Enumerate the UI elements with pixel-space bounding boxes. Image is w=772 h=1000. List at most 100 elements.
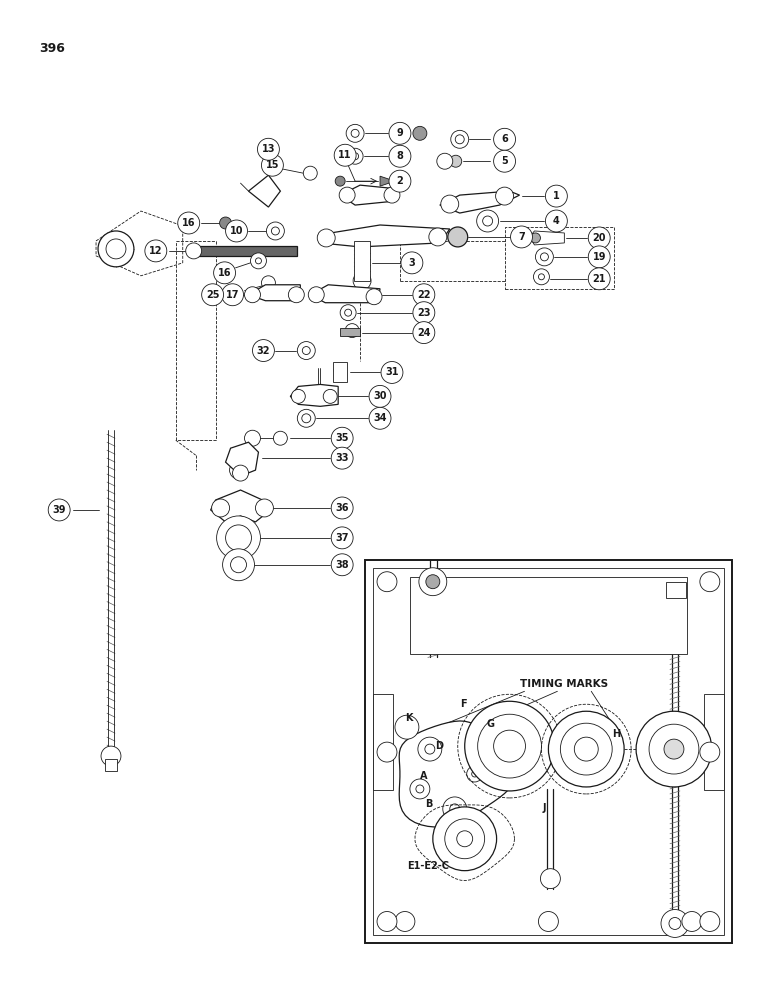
Circle shape xyxy=(291,389,305,403)
Circle shape xyxy=(245,430,260,446)
Polygon shape xyxy=(249,285,300,301)
Text: 38: 38 xyxy=(335,560,349,570)
Circle shape xyxy=(258,138,279,160)
Circle shape xyxy=(450,804,460,814)
Circle shape xyxy=(389,122,411,144)
Circle shape xyxy=(377,572,397,592)
Circle shape xyxy=(533,269,550,285)
Text: 39: 39 xyxy=(52,505,66,515)
Circle shape xyxy=(297,409,315,427)
Text: 13: 13 xyxy=(262,144,275,154)
Circle shape xyxy=(222,549,255,581)
Text: 16: 16 xyxy=(218,268,232,278)
Circle shape xyxy=(256,258,262,264)
Bar xyxy=(410,577,687,654)
Circle shape xyxy=(546,185,567,207)
Bar xyxy=(505,227,615,289)
Bar xyxy=(666,582,686,598)
Circle shape xyxy=(351,153,359,160)
Circle shape xyxy=(493,730,526,762)
Text: D: D xyxy=(435,741,443,751)
Bar xyxy=(354,241,370,281)
Circle shape xyxy=(256,499,273,517)
Circle shape xyxy=(346,124,364,142)
Circle shape xyxy=(443,797,467,821)
Circle shape xyxy=(369,385,391,407)
Text: 15: 15 xyxy=(266,160,279,170)
Polygon shape xyxy=(211,490,270,522)
Circle shape xyxy=(340,305,356,321)
Circle shape xyxy=(381,362,403,383)
Circle shape xyxy=(510,226,533,248)
Circle shape xyxy=(331,554,353,576)
Polygon shape xyxy=(318,225,450,247)
Bar xyxy=(340,328,360,336)
Bar xyxy=(334,362,347,382)
Circle shape xyxy=(560,723,612,775)
Text: 1: 1 xyxy=(553,191,560,201)
Circle shape xyxy=(401,252,423,274)
Circle shape xyxy=(186,243,201,259)
Circle shape xyxy=(548,711,624,787)
Text: 2: 2 xyxy=(397,176,403,186)
Circle shape xyxy=(201,284,224,306)
Circle shape xyxy=(48,499,70,521)
Circle shape xyxy=(467,766,482,782)
Circle shape xyxy=(302,414,311,423)
Text: 4: 4 xyxy=(553,216,560,226)
Circle shape xyxy=(106,239,126,259)
Text: 5: 5 xyxy=(501,156,508,166)
Text: 24: 24 xyxy=(417,328,431,338)
Circle shape xyxy=(496,187,513,205)
Circle shape xyxy=(536,248,554,266)
Text: 31: 31 xyxy=(385,367,398,377)
Text: 30: 30 xyxy=(374,391,387,401)
Text: 36: 36 xyxy=(335,503,349,513)
Circle shape xyxy=(413,322,435,344)
Text: 11: 11 xyxy=(338,150,352,160)
Circle shape xyxy=(433,807,496,871)
Circle shape xyxy=(308,287,324,303)
Text: 35: 35 xyxy=(335,433,349,443)
Circle shape xyxy=(448,227,468,247)
Circle shape xyxy=(482,216,493,226)
Bar xyxy=(373,694,393,790)
Circle shape xyxy=(303,347,310,355)
Circle shape xyxy=(225,525,252,551)
Circle shape xyxy=(540,869,560,889)
Circle shape xyxy=(478,714,541,778)
Polygon shape xyxy=(399,721,516,827)
Circle shape xyxy=(418,737,442,761)
Circle shape xyxy=(389,170,411,192)
Circle shape xyxy=(273,431,287,445)
Circle shape xyxy=(101,746,121,766)
Polygon shape xyxy=(225,442,259,476)
Circle shape xyxy=(344,309,351,316)
Circle shape xyxy=(538,274,544,280)
Circle shape xyxy=(217,516,260,560)
Bar xyxy=(704,694,724,790)
Circle shape xyxy=(252,340,274,362)
Circle shape xyxy=(334,364,346,376)
Polygon shape xyxy=(340,185,400,205)
Circle shape xyxy=(229,461,248,479)
Circle shape xyxy=(377,742,397,762)
Polygon shape xyxy=(249,175,280,207)
Text: F: F xyxy=(460,699,466,709)
Circle shape xyxy=(588,268,610,290)
Circle shape xyxy=(530,233,540,243)
Circle shape xyxy=(219,217,232,229)
Text: 12: 12 xyxy=(149,246,163,256)
Circle shape xyxy=(416,785,424,793)
Text: 19: 19 xyxy=(592,252,606,262)
Circle shape xyxy=(266,222,284,240)
Polygon shape xyxy=(440,191,520,213)
Circle shape xyxy=(369,407,391,429)
Circle shape xyxy=(465,701,554,791)
Text: TIMING MARKS: TIMING MARKS xyxy=(520,679,608,689)
Circle shape xyxy=(588,246,610,268)
Circle shape xyxy=(395,912,415,931)
Circle shape xyxy=(331,497,353,519)
Circle shape xyxy=(323,389,337,403)
Circle shape xyxy=(413,126,427,140)
